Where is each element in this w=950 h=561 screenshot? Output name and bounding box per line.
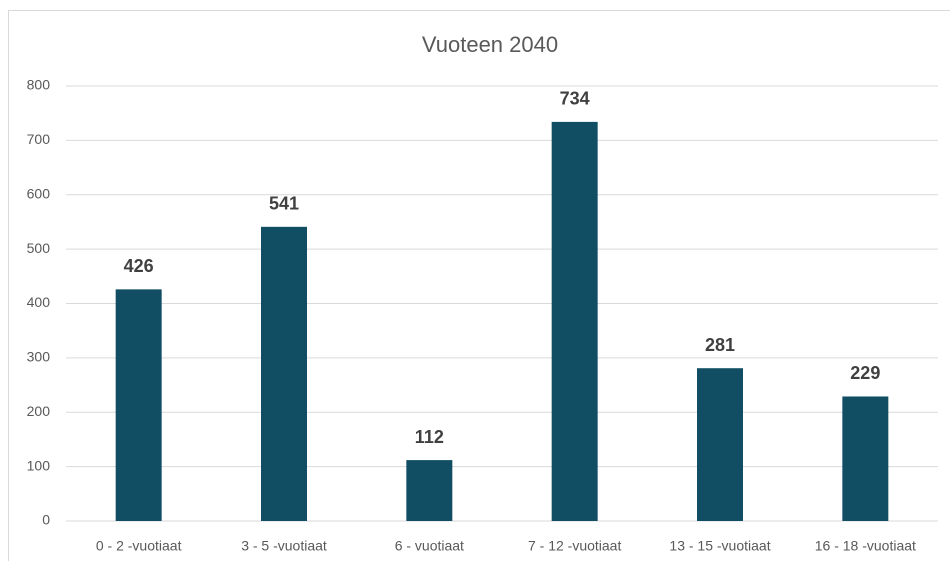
data-label: 281 <box>705 335 735 355</box>
data-label: 229 <box>850 363 880 383</box>
y-tick-label: 300 <box>27 349 51 365</box>
bar <box>697 368 743 521</box>
y-tick-label: 800 <box>27 77 51 93</box>
chart-border <box>8 10 950 561</box>
y-tick-label: 100 <box>27 457 51 473</box>
y-tick-label: 400 <box>27 294 51 310</box>
chart-title: Vuoteen 2040 <box>422 32 558 57</box>
x-tick-label: 7 - 12 -vuotiaat <box>528 538 621 554</box>
x-tick-label: 6 - vuotiaat <box>395 538 464 554</box>
y-tick-label: 200 <box>27 403 51 419</box>
x-tick-label: 0 - 2 -vuotiaat <box>96 538 182 554</box>
bar <box>406 460 453 521</box>
data-label: 541 <box>269 194 299 214</box>
x-tick-label: 16 - 18 -vuotiaat <box>815 538 916 554</box>
bar <box>261 226 307 522</box>
y-tick-label: 700 <box>27 131 51 147</box>
data-label: 112 <box>415 427 444 447</box>
x-tick-label: 3 - 5 -vuotiaat <box>241 538 327 554</box>
data-label: 426 <box>124 256 154 276</box>
data-label: 734 <box>560 89 590 109</box>
bar <box>115 289 162 521</box>
bar <box>551 121 598 521</box>
y-tick-label: 500 <box>27 240 51 256</box>
x-tick-label: 13 - 15 -vuotiaat <box>669 538 770 554</box>
bar <box>842 396 889 521</box>
y-tick-label: 600 <box>27 185 51 201</box>
y-tick-label: 0 <box>42 512 50 528</box>
